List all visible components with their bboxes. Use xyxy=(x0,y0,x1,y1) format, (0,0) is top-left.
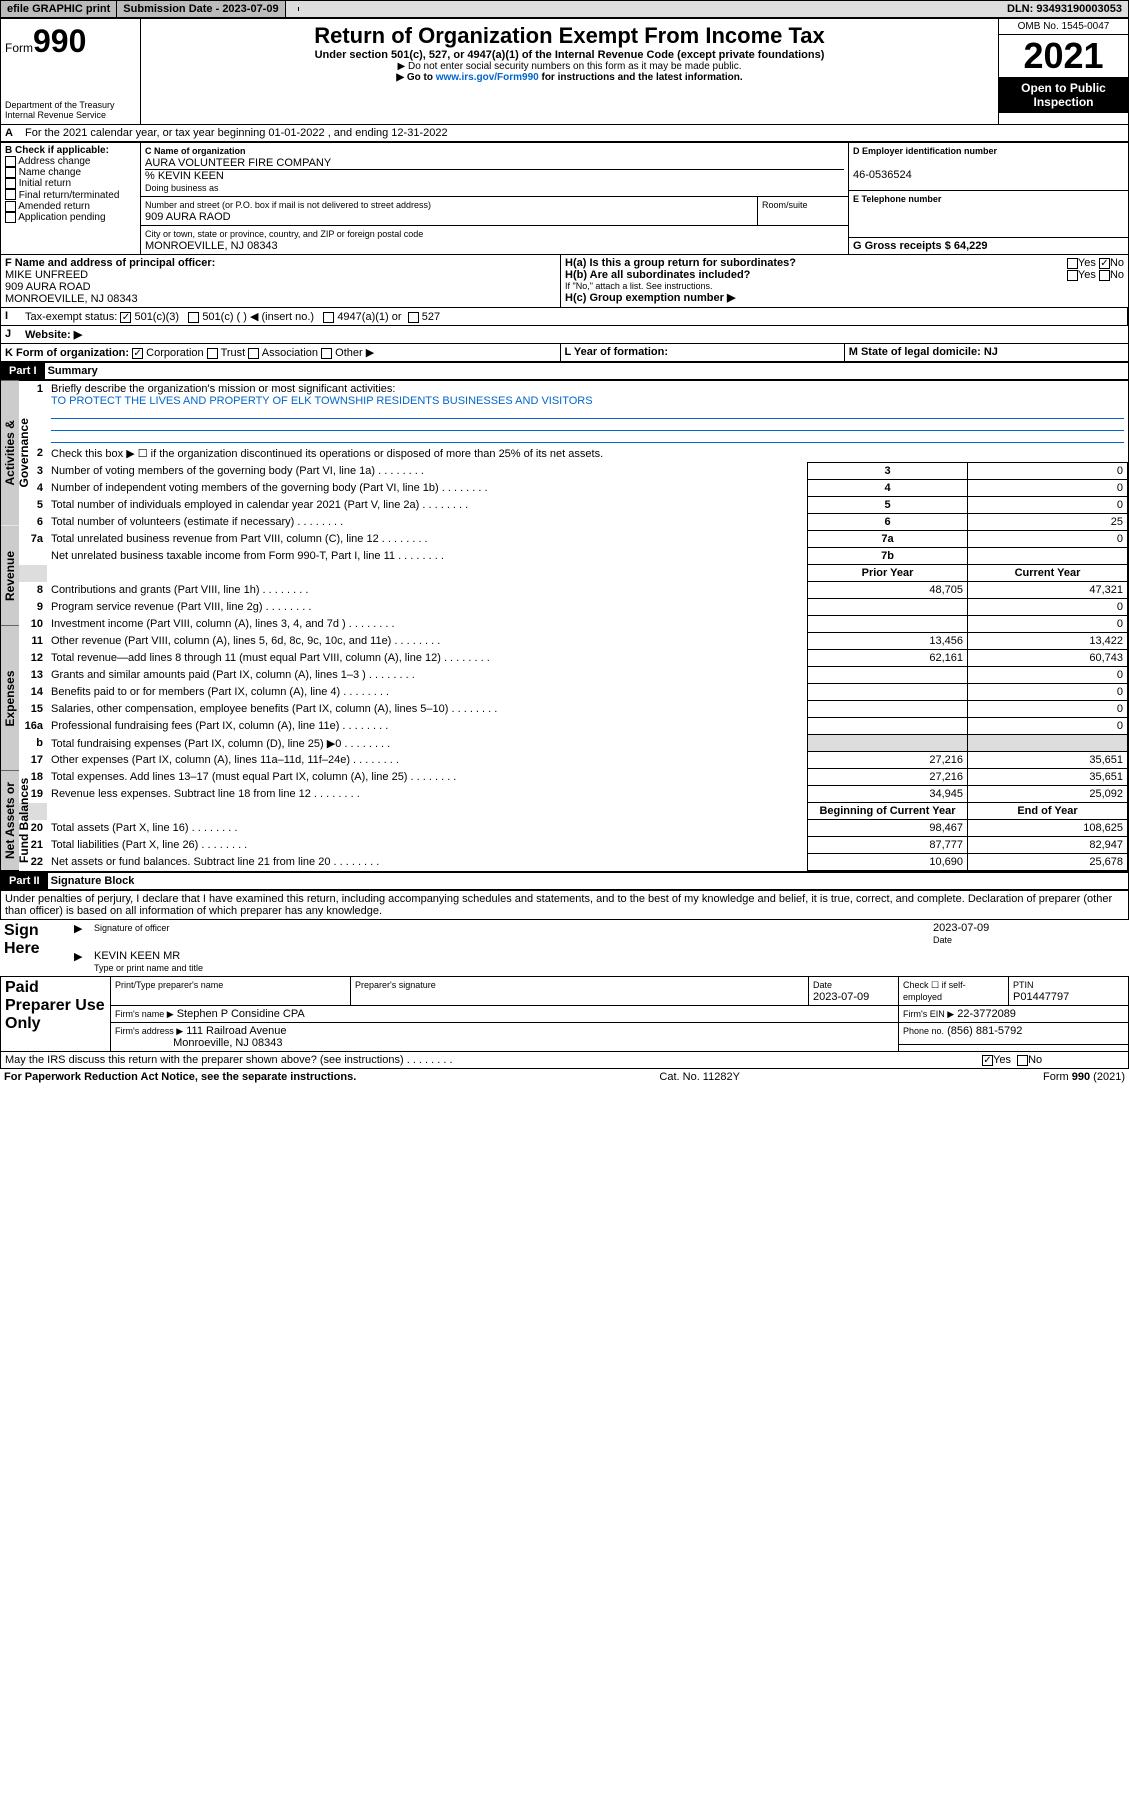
declaration: Under penalties of perjury, I declare th… xyxy=(0,890,1129,920)
firm-addr1: 111 Railroad Avenue xyxy=(186,1025,286,1037)
part1-header: Part I Summary xyxy=(0,362,1129,380)
org-name: AURA VOLUNTEER FIRE COMPANY xyxy=(145,157,331,169)
sign-here-table: Sign Here ▶ Signature of officer 2023-07… xyxy=(0,920,1129,976)
spacer xyxy=(286,7,299,11)
room-label: Room/suite xyxy=(762,200,808,210)
open-to-public: Open to Public Inspection xyxy=(999,77,1128,113)
care-of: % KEVIN KEEN xyxy=(145,169,844,182)
part1-body: Activities & Governance Revenue Expenses… xyxy=(0,380,1129,872)
city-state-zip: MONROEVILLE, NJ 08343 xyxy=(145,240,278,252)
firm-name: Stephen P Considine CPA xyxy=(177,1008,305,1020)
firm-ein: 22-3772089 xyxy=(957,1008,1016,1020)
street-label: Number and street (or P.O. box if mail i… xyxy=(145,200,431,210)
officer-group-row: F Name and address of principal officer:… xyxy=(0,255,1129,308)
discuss-row: May the IRS discuss this return with the… xyxy=(0,1052,1129,1069)
firm-phone: (856) 881-5792 xyxy=(947,1025,1022,1037)
tab-expenses: Expenses xyxy=(1,626,19,772)
page-footer: For Paperwork Reduction Act Notice, see … xyxy=(0,1069,1129,1085)
check-applicable: B Check if applicable: Address change Na… xyxy=(1,143,141,254)
dln: DLN: 93493190003053 xyxy=(1001,1,1128,17)
officer-addr1: 909 AURA ROAD xyxy=(5,281,91,293)
paid-preparer-table: Paid Preparer Use Only Print/Type prepar… xyxy=(0,976,1129,1052)
website-row: J Website: ▶ xyxy=(0,326,1129,344)
form-title: Return of Organization Exempt From Incom… xyxy=(145,23,994,49)
hb-label: H(b) Are all subordinates included? xyxy=(565,269,750,281)
part2-header: Part II Signature Block xyxy=(0,872,1129,890)
ein-label: D Employer identification number xyxy=(853,146,997,156)
ha-label: H(a) Is this a group return for subordin… xyxy=(565,257,796,269)
tax-period-row: A For the 2021 calendar year, or tax yea… xyxy=(0,125,1129,142)
efile-print-button[interactable]: efile GRAPHIC print xyxy=(1,1,117,17)
sig-date: 2023-07-09 xyxy=(933,922,989,934)
tab-governance: Activities & Governance xyxy=(1,381,19,526)
tax-status-row: I Tax-exempt status: ✓ 501(c)(3) 501(c) … xyxy=(0,308,1129,326)
tab-revenue: Revenue xyxy=(1,526,19,626)
top-bar: efile GRAPHIC print Submission Date - 20… xyxy=(0,0,1129,18)
ein-value: 46-0536524 xyxy=(853,169,912,181)
phone-label: E Telephone number xyxy=(853,194,941,204)
gross-receipts: G Gross receipts $ 64,229 xyxy=(853,240,988,252)
form-number: Form990 xyxy=(5,23,136,60)
dept-treasury: Department of the Treasury Internal Reve… xyxy=(5,100,136,120)
dba-label: Doing business as xyxy=(145,183,219,193)
firm-addr2: Monroeville, NJ 08343 xyxy=(173,1037,282,1049)
form-subtitle: Under section 501(c), 527, or 4947(a)(1)… xyxy=(145,49,994,61)
city-label: City or town, state or province, country… xyxy=(145,229,423,239)
ssn-note: ▶ Do not enter social security numbers o… xyxy=(145,61,994,72)
tax-year: 2021 xyxy=(999,35,1128,77)
tab-netassets: Net Assets or Fund Balances xyxy=(1,771,19,871)
instructions-link[interactable]: www.irs.gov/Form990 xyxy=(436,72,539,83)
form-header: Form990 Department of the Treasury Inter… xyxy=(0,18,1129,125)
org-name-label: C Name of organization xyxy=(145,146,246,156)
mission-text: TO PROTECT THE LIVES AND PROPERTY OF ELK… xyxy=(51,395,593,407)
hc-label: H(c) Group exemption number ▶ xyxy=(565,292,735,304)
summary-table: 1 Briefly describe the organization's mi… xyxy=(19,381,1128,871)
officer-name: MIKE UNFREED xyxy=(5,269,88,281)
submission-date: Submission Date - 2023-07-09 xyxy=(117,1,285,17)
ptin: P01447797 xyxy=(1013,991,1069,1003)
org-form-row: K Form of organization: ✓ Corporation Tr… xyxy=(0,344,1129,362)
street-address: 909 AURA RAOD xyxy=(145,211,231,223)
omb-number: OMB No. 1545-0047 xyxy=(999,19,1128,35)
officer-typed-name: KEVIN KEEN MR xyxy=(94,950,180,962)
sig-officer-label: Signature of officer xyxy=(94,923,169,933)
officer-addr2: MONROEVILLE, NJ 08343 xyxy=(5,293,138,305)
entity-section: B Check if applicable: Address change Na… xyxy=(0,142,1129,255)
h-note: If "No," attach a list. See instructions… xyxy=(565,281,1124,291)
instructions-link-row: ▶ Go to www.irs.gov/Form990 for instruct… xyxy=(145,72,994,83)
